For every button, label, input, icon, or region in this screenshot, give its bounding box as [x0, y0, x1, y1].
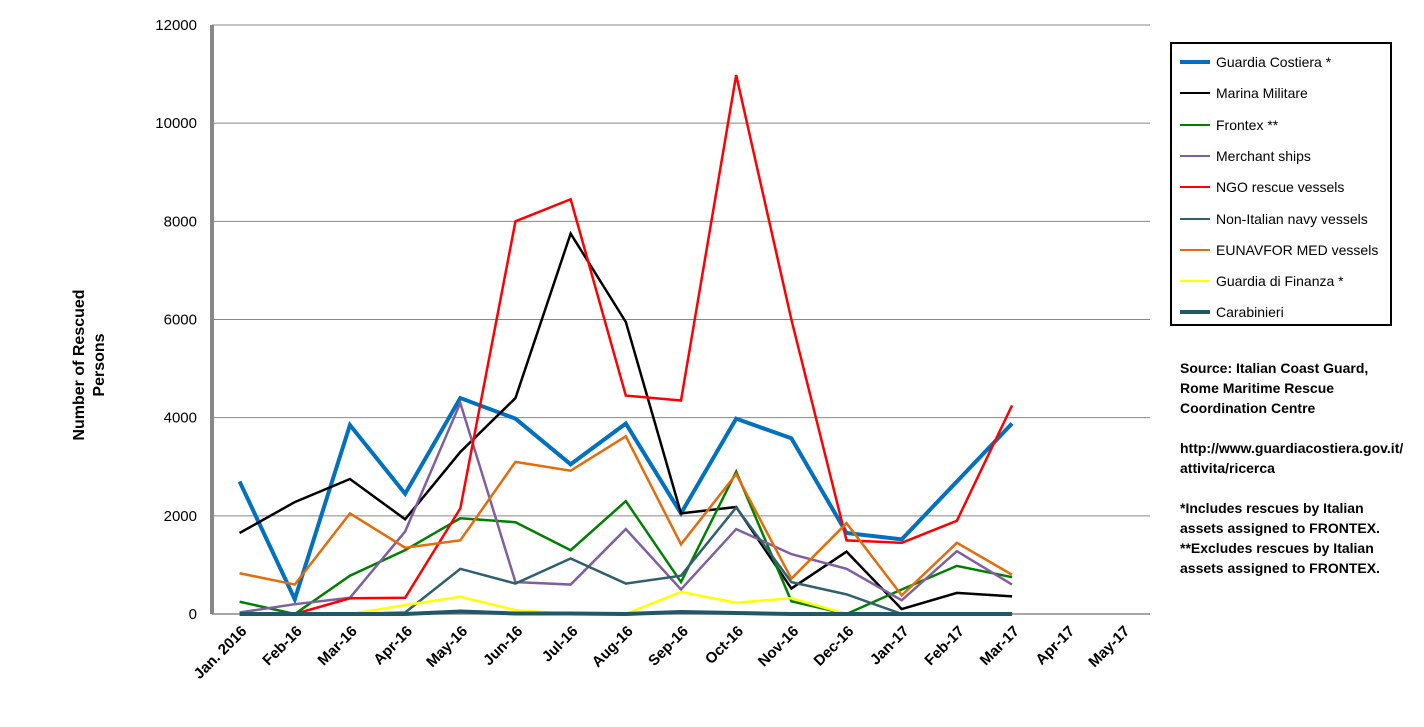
legend-label: NGO rescue vessels: [1216, 179, 1345, 196]
x-tick-label: Jan. 2016: [191, 623, 251, 683]
series-line-carabinieri: [239, 609, 1013, 617]
x-tick-label: Aug-16: [589, 623, 637, 671]
legend-item: Carabinieri: [1180, 302, 1284, 322]
legend-item: Marina Militare: [1180, 83, 1308, 103]
x-tick-label: Apr-16: [370, 623, 416, 669]
y-tick-label: 12000: [155, 17, 197, 34]
legend-label: Marina Militare: [1216, 85, 1308, 102]
source-note: Source: Italian Coast Guard, Rome Mariti…: [1180, 360, 1369, 416]
legend-swatch: [1180, 60, 1210, 64]
x-tick-label: Feb-17: [921, 623, 967, 669]
y-axis-label: Number of Rescued Persons: [71, 289, 108, 441]
legend-label: Guardia Costiera *: [1216, 54, 1332, 70]
legend-swatch: [1180, 280, 1210, 283]
legend-swatch: [1180, 310, 1210, 315]
x-tick-label: Sep-16: [645, 623, 692, 670]
footnote-2: **Excludes rescues by Italian assets ass…: [1180, 540, 1380, 576]
footnote-1: *Includes rescues by Italian assets assi…: [1180, 500, 1380, 536]
x-tick-label: Oct-16: [702, 623, 747, 668]
legend-label: Carabinieri: [1216, 304, 1284, 321]
legend-label: Guardia di Finanza *: [1216, 273, 1344, 290]
legend-swatch: [1180, 186, 1210, 189]
x-tick-label: Feb-16: [259, 623, 305, 669]
series-line-guardia-costiera: [237, 395, 1014, 605]
legend-item: Merchant ships: [1180, 146, 1311, 166]
legend-item: Guardia di Finanza *: [1180, 271, 1344, 291]
y-tick-label: 4000: [164, 410, 197, 427]
series-line-ngo-rescue-vessels: [294, 74, 1014, 616]
y-tick-label: 10000: [155, 115, 197, 132]
legend-swatch: [1180, 217, 1210, 220]
legend-item: NGO rescue vessels: [1180, 177, 1344, 197]
x-tick-label: Jul-16: [539, 623, 582, 666]
notes: Source: Italian Coast Guard, Rome Mariti…: [1180, 358, 1410, 598]
x-tick-label: Apr-17: [1032, 623, 1078, 669]
y-tick-label: 6000: [164, 312, 197, 329]
legend-swatch: [1180, 248, 1210, 251]
x-tick-label: Mar-16: [315, 623, 361, 669]
x-tick-label: Jan-17: [867, 623, 913, 669]
series-line-eunavfor-med-vessels: [239, 434, 1013, 598]
x-tick-label: Nov-16: [755, 623, 802, 670]
series-line-frontex: [239, 468, 1013, 616]
legend-swatch: [1180, 123, 1210, 126]
x-tick-label: May-17: [1085, 623, 1133, 671]
legend: Guardia Costiera * Marina Militare Frontex…: [1170, 42, 1392, 326]
legend-item: Guardia Costiera *: [1180, 52, 1331, 72]
legend-swatch: [1180, 92, 1210, 95]
legend-item: Non-Italian navy vessels: [1180, 209, 1368, 229]
legend-label: Merchant ships: [1216, 147, 1311, 164]
legend-item: EUNAVFOR MED vessels: [1180, 240, 1378, 260]
x-tick-label: May-16: [423, 623, 471, 671]
x-tick-label: Dec-16: [811, 623, 858, 670]
y-tick-label: 0: [189, 606, 197, 623]
source-url: http://www.guardiacostiera.gov.it/attivi…: [1180, 440, 1404, 476]
legend-swatch: [1180, 154, 1210, 157]
legend-item: Frontex **: [1180, 115, 1278, 135]
x-tick-label: Jun-16: [480, 623, 526, 669]
legend-label: Frontex **: [1216, 116, 1279, 133]
y-tick-label: 8000: [164, 213, 197, 230]
y-tick-label: 2000: [164, 508, 197, 525]
legend-label: Non-Italian navy vessels: [1216, 210, 1368, 227]
series-line-merchant-ships: [239, 399, 1013, 614]
legend-label: EUNAVFOR MED vessels: [1216, 241, 1379, 258]
x-tick-label: Mar-17: [977, 623, 1023, 669]
